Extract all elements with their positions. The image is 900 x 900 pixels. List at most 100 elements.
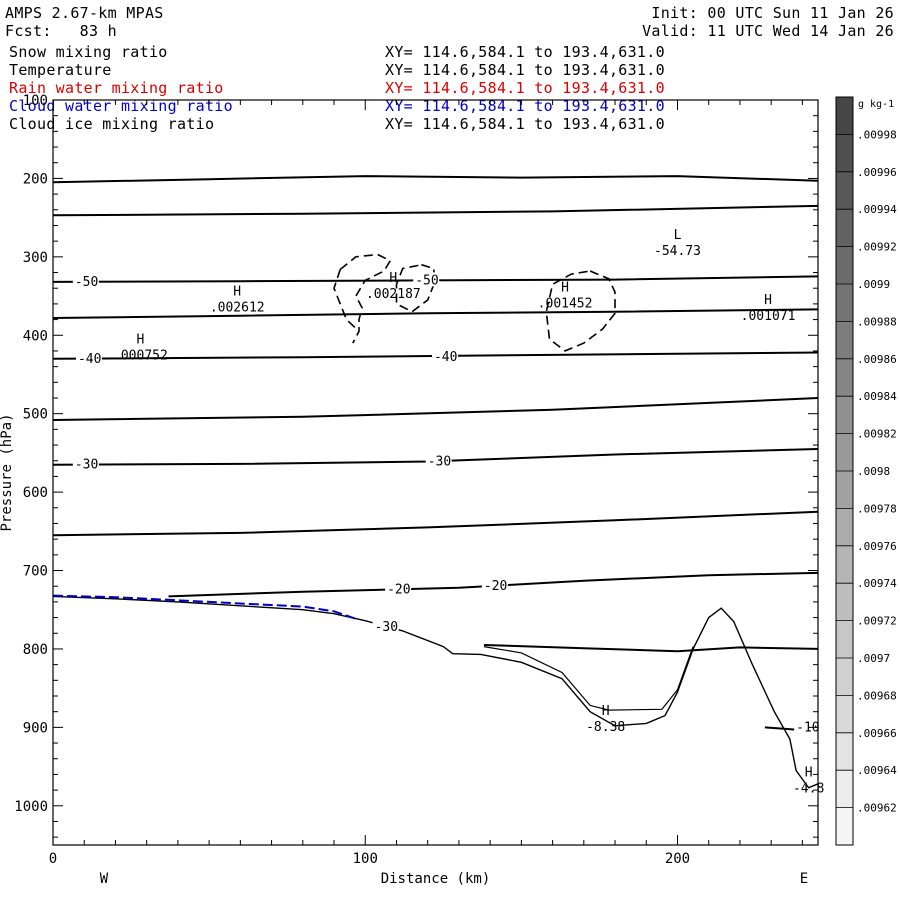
extremum-marker: H bbox=[602, 704, 610, 719]
field-name: Temperature bbox=[9, 61, 112, 79]
colorbar-label: .00972 bbox=[857, 615, 897, 628]
contour-label-bg bbox=[385, 581, 412, 596]
contour-label: -30 bbox=[428, 455, 451, 470]
colorbar-swatch bbox=[836, 620, 853, 658]
contour-label: -40 bbox=[78, 352, 101, 367]
extremum-value: .000752 bbox=[113, 348, 168, 363]
colorbar-swatch bbox=[836, 171, 853, 210]
colorbar-label: .00966 bbox=[857, 727, 897, 740]
y-tick-label: 300 bbox=[23, 250, 48, 266]
contour-label-bg bbox=[413, 272, 440, 287]
colorbar-swatch bbox=[836, 695, 853, 733]
field-name: Cloud water mixing ratio bbox=[9, 97, 233, 115]
colorbar-label: .00962 bbox=[857, 802, 897, 815]
temperature-contours bbox=[52, 175, 819, 733]
y-tick-label: 800 bbox=[23, 642, 48, 658]
colorbar-label: .00988 bbox=[857, 315, 897, 328]
colorbar-label: .00984 bbox=[857, 390, 897, 403]
colorbar-swatch bbox=[836, 508, 853, 546]
colorbar-label: .0098 bbox=[857, 465, 890, 478]
extremum-value: -4.8 bbox=[793, 781, 824, 796]
snow-dashed-contour bbox=[339, 253, 392, 344]
colorbar-label: .00998 bbox=[857, 128, 897, 141]
colorbar-swatch bbox=[836, 732, 853, 771]
contour-label: -30 bbox=[375, 620, 398, 635]
x-axis-label: Distance (km) bbox=[381, 871, 491, 887]
colorbar: .00998 .00996 .00994 .00992 .0099 .00988 .0098… bbox=[835, 96, 897, 846]
terrain bbox=[52, 594, 819, 789]
field-name: Snow mixing ratio bbox=[9, 43, 168, 61]
y-tick-label: 500 bbox=[23, 407, 48, 423]
colorbar-swatch bbox=[836, 658, 853, 696]
extremum-marker: H bbox=[233, 285, 241, 300]
east-label: E bbox=[800, 871, 808, 887]
colorbar-swatch bbox=[836, 583, 853, 621]
colorbar-label: .00964 bbox=[857, 764, 897, 777]
contour-label-bg bbox=[425, 453, 452, 468]
plot-frame bbox=[52, 99, 819, 846]
valid-time: Valid: 11 UTC Wed 14 Jan 26 bbox=[642, 22, 894, 40]
temperature-contour bbox=[483, 644, 819, 653]
colorbar-label: .0097 bbox=[857, 652, 890, 665]
extremum-marker: H bbox=[805, 765, 813, 780]
extremum-value: -54.73 bbox=[654, 244, 701, 259]
extremum-marker: H bbox=[137, 332, 145, 347]
contour-label: -50 bbox=[415, 273, 438, 288]
field-xy: XY= 114.6,584.1 to 193.4,631.0 bbox=[385, 115, 665, 133]
extremum-marker: H bbox=[389, 271, 397, 286]
snow-dashed-contour bbox=[333, 269, 360, 332]
colorbar-unit: g kg-1 bbox=[858, 99, 894, 110]
y-tick-label: 400 bbox=[23, 328, 48, 344]
colorbar-label: .00986 bbox=[857, 353, 897, 366]
contour-label-bg bbox=[481, 578, 508, 593]
colorbar-label: .00976 bbox=[857, 540, 897, 553]
colorbar-label: .0099 bbox=[857, 278, 890, 291]
init-time: Init: 00 UTC Sun 11 Jan 26 bbox=[651, 4, 894, 22]
x-tick-label: 0 bbox=[49, 851, 57, 867]
field-name: Rain water mixing ratio bbox=[9, 79, 224, 97]
colorbar-label: .00978 bbox=[857, 502, 897, 515]
temperature-contour bbox=[52, 351, 819, 360]
contour-label-bg bbox=[794, 719, 821, 734]
terrain-line bbox=[52, 595, 819, 789]
temperature-contour bbox=[52, 510, 819, 537]
y-tick-label: 600 bbox=[23, 485, 48, 501]
colorbar-swatch bbox=[836, 545, 853, 584]
temperature-contour bbox=[52, 308, 819, 319]
forecast-hour: Fcst: 83 h bbox=[5, 22, 117, 40]
extremum-value: .001452 bbox=[538, 297, 593, 312]
contour-label-bg bbox=[72, 273, 99, 288]
colorbar-swatch bbox=[836, 471, 853, 509]
extremum-marker: L bbox=[674, 228, 682, 243]
snow-dashed-contour bbox=[545, 270, 616, 352]
y-tick-label: 100 bbox=[23, 93, 48, 109]
colorbar-swatch bbox=[836, 396, 853, 434]
colorbar-label: .00994 bbox=[857, 203, 897, 216]
colorbar-label: .00982 bbox=[857, 428, 897, 441]
west-label: W bbox=[100, 871, 109, 887]
contour-label: -40 bbox=[434, 350, 457, 365]
temperature-contour bbox=[52, 175, 819, 184]
contour-label: -30 bbox=[75, 458, 98, 473]
cloud-water-contour bbox=[52, 594, 360, 621]
contour-labels: -50 -50-40 -40-30 -30-20 -20-30-10H.000752H.… bbox=[72, 228, 824, 796]
contour-label-bg bbox=[72, 456, 99, 471]
field-xy: XY= 114.6,584.1 to 193.4,631.0 bbox=[385, 61, 665, 79]
temperature-contour bbox=[52, 204, 819, 217]
extremum-value: .001071 bbox=[741, 309, 796, 324]
colorbar-swatch bbox=[836, 433, 853, 471]
extremum-value: .002612 bbox=[210, 301, 265, 316]
colorbar-swatch bbox=[836, 358, 853, 397]
colorbar-swatch bbox=[836, 807, 853, 845]
x-tick-label: 200 bbox=[665, 851, 690, 867]
contour-label-bg bbox=[75, 350, 102, 365]
colorbar-swatch bbox=[836, 284, 853, 322]
y-tick-label: 200 bbox=[23, 171, 48, 187]
extremum-value: .002187 bbox=[366, 287, 421, 302]
field-xy: XY= 114.6,584.1 to 193.4,631.0 bbox=[385, 43, 665, 61]
field-xy: XY= 114.6,584.1 to 193.4,631.0 bbox=[385, 97, 665, 115]
temperature-contour bbox=[52, 397, 819, 421]
colorbar-swatch bbox=[836, 209, 853, 247]
extremum-marker: H bbox=[764, 293, 772, 308]
